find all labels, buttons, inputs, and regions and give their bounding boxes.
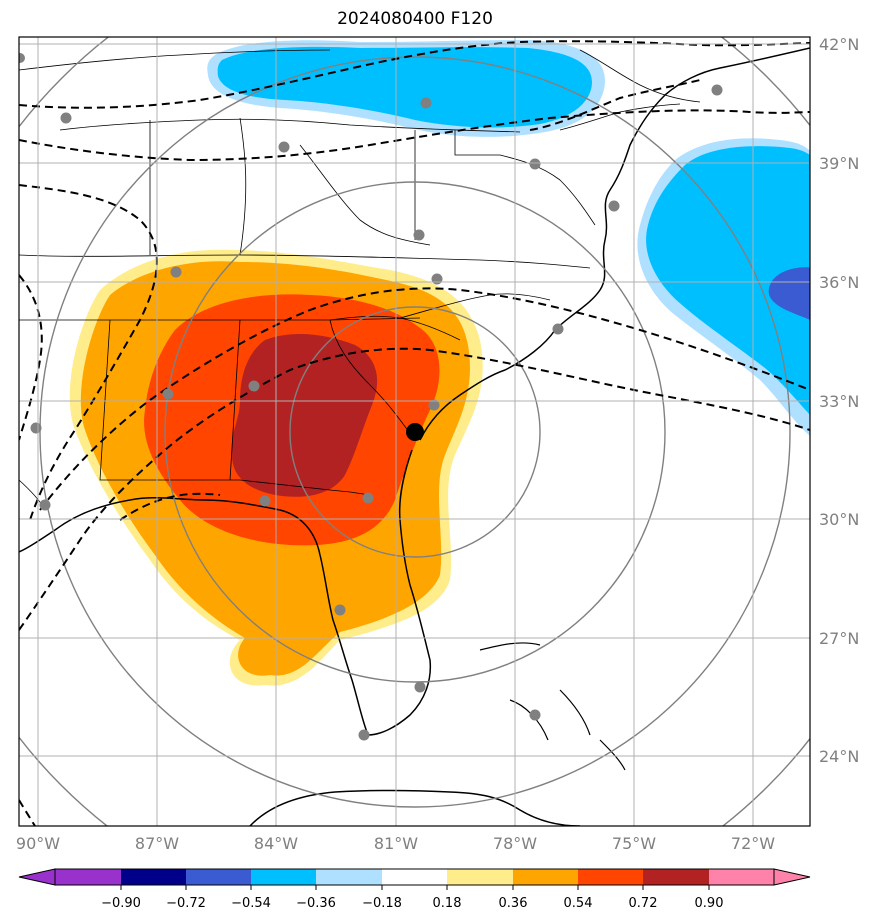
lon-label: 81°W xyxy=(374,834,418,853)
anomaly-negative-royal-blue xyxy=(768,267,810,320)
colorbar-extend-high xyxy=(773,868,811,886)
station-marker xyxy=(552,323,564,335)
lat-label: 27°N xyxy=(819,629,859,648)
lat-label: 36°N xyxy=(819,273,859,292)
station-marker xyxy=(529,709,541,721)
station-marker xyxy=(529,158,541,170)
station-markers xyxy=(19,53,723,741)
station-marker xyxy=(39,499,51,511)
colorbar-tick-label: 0.18 xyxy=(433,896,462,911)
station-marker xyxy=(428,399,440,411)
longitude-labels: 90°W 87°W 84°W 81°W 78°W 75°W 72°W xyxy=(16,834,775,853)
station-marker xyxy=(362,492,374,504)
station-marker xyxy=(608,200,620,212)
latitude-labels: 42°N 39°N 36°N 33°N 30°N 27°N 24°N xyxy=(819,35,859,766)
lat-label: 24°N xyxy=(819,747,859,766)
colorbar-ticks xyxy=(120,885,710,890)
anomaly-negative-blue-north xyxy=(217,46,592,128)
dashed-contours xyxy=(19,40,810,826)
station-marker xyxy=(431,273,443,285)
colorbar-segment xyxy=(578,869,643,885)
colorbar-segment xyxy=(643,869,709,885)
lon-label: 75°W xyxy=(612,834,656,853)
lon-label: 72°W xyxy=(731,834,775,853)
colorbar-segment xyxy=(121,869,186,885)
colorbar-tick-label: −0.18 xyxy=(362,896,402,911)
colorbar-tick-label: −0.72 xyxy=(166,896,206,911)
lat-label: 33°N xyxy=(819,392,859,411)
colorbar-tick-label: −0.90 xyxy=(101,896,141,911)
center-point-marker xyxy=(406,423,424,441)
colorbar-segment xyxy=(186,869,251,885)
station-marker xyxy=(19,53,25,63)
colorbar-tick-label: −0.36 xyxy=(296,896,336,911)
colorbar-tick-label: 0.54 xyxy=(564,896,593,911)
station-marker xyxy=(334,604,346,616)
colorbar-segment xyxy=(382,869,447,885)
bahamas-outline xyxy=(479,642,626,771)
colorbar-tick-label: 0.90 xyxy=(695,896,724,911)
coastline-east xyxy=(419,47,810,441)
colorbar-frame xyxy=(54,868,775,886)
lon-label: 78°W xyxy=(493,834,537,853)
station-marker xyxy=(278,141,290,153)
map-title: 2024080400 F120 xyxy=(337,9,493,29)
colorbar: −0.90 −0.72 −0.54 −0.36 −0.18 0.18 0.36 … xyxy=(18,868,811,911)
coastline-cuba xyxy=(249,789,581,826)
lat-label: 30°N xyxy=(819,510,859,529)
colorbar-segment xyxy=(55,869,121,885)
colorbar-segment xyxy=(513,869,578,885)
colorbar-segment xyxy=(447,869,513,885)
colorbar-segment xyxy=(316,869,382,885)
anomaly-negative-blue-atlantic xyxy=(646,146,810,415)
lon-label: 84°W xyxy=(254,834,298,853)
lon-label: 90°W xyxy=(16,834,60,853)
colorbar-segment xyxy=(709,869,774,885)
colorbar-tick-label: 0.72 xyxy=(629,896,658,911)
station-marker xyxy=(170,266,182,278)
colorbar-tick-label: −0.54 xyxy=(231,896,271,911)
station-marker xyxy=(259,495,271,507)
station-marker xyxy=(248,380,260,392)
lon-label: 87°W xyxy=(135,834,179,853)
station-marker xyxy=(60,112,72,124)
anomaly-positive-dark-red xyxy=(231,333,378,497)
gridlines xyxy=(19,37,810,826)
station-marker xyxy=(162,388,174,400)
colorbar-segment xyxy=(251,869,316,885)
coastline-florida xyxy=(19,449,432,736)
colorbar-extend-low xyxy=(18,868,56,886)
map-frame xyxy=(18,36,811,827)
station-marker xyxy=(413,229,425,241)
station-marker xyxy=(711,84,723,96)
station-marker xyxy=(414,681,426,693)
station-marker xyxy=(30,422,42,434)
lat-label: 42°N xyxy=(819,35,859,54)
colorbar-tick-label: 0.36 xyxy=(499,896,528,911)
station-marker xyxy=(358,729,370,741)
lat-label: 39°N xyxy=(819,154,859,173)
station-marker xyxy=(420,97,432,109)
